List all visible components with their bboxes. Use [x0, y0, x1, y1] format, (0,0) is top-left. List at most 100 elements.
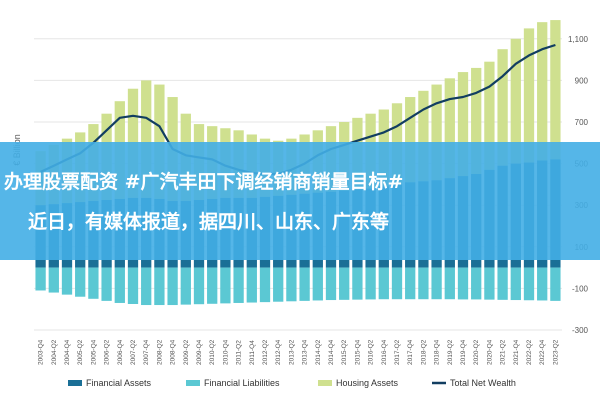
financial-liabilities-bar: [391, 267, 403, 300]
x-axis-ticks: 2003-Q4 2004-Q2 2004-Q4 2005-Q2 2005-Q4 2006-…: [38, 339, 560, 365]
housing-assets-bar: [510, 38, 521, 164]
financial-liabilities-bar: [457, 267, 469, 300]
housing-assets-bar: [550, 20, 561, 160]
housing-assets-bar: [523, 28, 535, 163]
financial-liabilities-bar: [246, 267, 257, 303]
financial-liabilities-bar: [444, 267, 455, 300]
financial-liabilities-bar: [510, 267, 521, 301]
x-tick-label: 2020-Q2: [473, 339, 480, 365]
financial-liabilities-bar: [193, 267, 205, 305]
x-tick-label: 2021-Q4: [513, 339, 520, 365]
financial-liabilities-bar: [299, 267, 310, 301]
x-tick-label: 2005-Q2: [77, 339, 84, 365]
financial-liabilities-bar: [88, 267, 99, 299]
x-tick-label: 2010-Q4: [222, 339, 229, 365]
financial-liabilities-bar: [127, 267, 139, 304]
financial-liabilities-bar: [550, 267, 561, 301]
x-tick-label: 2021-Q2: [500, 339, 507, 365]
financial-liabilities-bar: [61, 267, 73, 295]
financial-liabilities-bar: [101, 267, 112, 301]
x-tick-label: 2011-Q4: [249, 340, 256, 365]
financial-liabilities-bar: [312, 267, 323, 301]
x-tick-label: 2023-Q2: [552, 339, 559, 365]
financial-liabilities-bar: [114, 267, 125, 303]
financial-liabilities-bar: [48, 267, 59, 293]
financial-liabilities-bar: [365, 267, 376, 300]
financial-liabilities-bar: [405, 267, 416, 300]
financial-liabilities-bar: [75, 267, 86, 297]
financial-liabilities-bar: [523, 267, 535, 301]
financial-liabilities-bar: [352, 267, 363, 300]
banner-line-2: 近日，有媒体报道，据四川、山东、广东等: [28, 210, 389, 233]
x-tick-label: 2018-Q2: [420, 339, 427, 365]
financial-liabilities-bar: [471, 267, 482, 300]
legend-swatch: [186, 380, 200, 386]
x-tick-label: 2016-Q4: [381, 339, 388, 365]
x-tick-label: 2013-Q2: [288, 339, 295, 365]
x-tick-label: 2008-Q4: [170, 339, 177, 365]
x-tick-label: 2019-Q2: [447, 339, 454, 365]
x-tick-label: 2022-Q4: [539, 339, 546, 365]
y-tick-label: -300: [572, 326, 589, 335]
housing-assets-bar: [405, 97, 416, 183]
financial-liabilities-bar: [339, 267, 350, 300]
x-tick-label: 2009-Q2: [183, 339, 190, 365]
financial-liabilities-bar: [273, 267, 284, 302]
x-tick-label: 2005-Q4: [90, 339, 97, 365]
financial-liabilities-bar: [286, 267, 297, 302]
x-tick-label: 2008-Q2: [156, 339, 163, 365]
x-tick-label: 2011-Q2: [236, 340, 243, 365]
financial-liabilities-bar: [35, 267, 46, 291]
financial-liabilities-bar: [141, 267, 152, 306]
x-tick-label: 2006-Q4: [117, 339, 124, 365]
x-tick-label: 2007-Q2: [130, 339, 137, 365]
x-tick-label: 2003-Q4: [38, 339, 45, 365]
financial-liabilities-bar: [233, 267, 244, 303]
financial-liabilities-bar: [180, 267, 191, 305]
financial-liabilities-bar: [167, 267, 178, 306]
financial-liabilities-bar: [325, 267, 337, 301]
x-tick-label: 2004-Q2: [51, 339, 58, 365]
housing-assets-bar: [471, 67, 482, 174]
financial-liabilities-bar: [537, 267, 548, 301]
y-tick-label: -100: [572, 284, 589, 293]
housing-assets-bar: [497, 49, 508, 166]
legend-label: Financial Assets: [86, 378, 152, 388]
x-tick-label: 2022-Q2: [526, 339, 533, 365]
financial-liabilities-bar: [154, 267, 165, 306]
x-tick-label: 2017-Q2: [394, 339, 401, 365]
x-tick-label: 2017-Q4: [407, 339, 414, 365]
banner-background: [0, 142, 600, 260]
y-tick-label: 1,100: [568, 35, 589, 44]
x-tick-label: 2004-Q4: [64, 339, 71, 365]
housing-assets-bar: [154, 84, 165, 199]
x-tick-label: 2016-Q2: [368, 339, 375, 365]
financial-liabilities-bar: [431, 267, 442, 300]
banner-line-1: 办理股票配资 #广汽丰田下调经销商销量目标#: [4, 170, 403, 193]
housing-assets-bar: [141, 80, 152, 198]
x-tick-label: 2013-Q4: [302, 339, 309, 365]
x-tick-label: 2018-Q4: [434, 339, 441, 365]
financial-liabilities-bar: [207, 267, 218, 304]
housing-assets-bar: [457, 72, 469, 177]
y-tick-label: 900: [575, 76, 589, 85]
x-tick-label: 2020-Q4: [486, 339, 493, 365]
x-tick-label: 2007-Q4: [143, 339, 150, 365]
x-tick-label: 2019-Q4: [460, 339, 467, 365]
financial-liabilities-bar: [484, 267, 495, 300]
financial-liabilities-bar: [220, 267, 231, 304]
financial-liabilities-bar: [259, 267, 271, 303]
legend-swatch: [68, 380, 82, 386]
housing-assets-bar: [418, 90, 429, 182]
x-tick-label: 2010-Q2: [209, 339, 216, 365]
legend-swatch: [318, 380, 332, 386]
x-tick-label: 2015-Q2: [341, 339, 348, 365]
housing-assets-bar: [484, 61, 495, 170]
legend-label: Financial Liabilities: [204, 378, 280, 388]
financial-liabilities-bar: [378, 267, 389, 300]
legend-label: Total Net Wealth: [450, 378, 516, 388]
x-tick-label: 2014-Q2: [315, 339, 322, 365]
housing-assets-bar: [537, 22, 548, 161]
legend-label: Housing Assets: [336, 378, 399, 388]
